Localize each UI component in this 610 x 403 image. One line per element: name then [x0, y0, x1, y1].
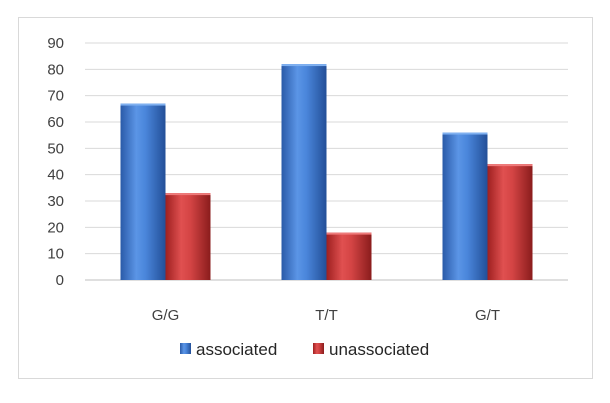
bar-top-highlight — [120, 103, 166, 106]
bar-unassociated-T-T — [326, 232, 372, 280]
y-tick-label: 30 — [47, 193, 64, 210]
bar-top-highlight — [281, 64, 327, 67]
bar-unassociated-G-G — [165, 193, 211, 280]
bar-top-highlight — [165, 193, 211, 196]
y-tick-label: 0 — [56, 272, 64, 289]
bar-top-highlight — [326, 232, 372, 235]
x-tick-label: T/T — [315, 307, 338, 324]
y-tick-label: 90 — [47, 35, 64, 52]
bar-associated-T-T — [281, 64, 327, 280]
y-tick-label: 60 — [47, 114, 64, 131]
y-tick-label: 70 — [47, 88, 64, 105]
legend-swatch-unassociated — [313, 343, 324, 354]
bar-top-highlight — [487, 164, 533, 167]
y-axis: 0 10 20 30 40 50 60 70 80 90 — [47, 35, 64, 289]
legend-label-unassociated: unassociated — [329, 340, 429, 359]
bar-associated-G-G — [120, 103, 166, 280]
legend-swatch-associated — [180, 343, 191, 354]
y-tick-label: 20 — [47, 219, 64, 236]
x-axis: G/G T/T G/T — [152, 307, 500, 324]
bar-top-highlight — [442, 132, 488, 135]
x-tick-label: G/G — [152, 307, 180, 324]
x-tick-label: G/T — [475, 307, 500, 324]
y-tick-label: 40 — [47, 167, 64, 184]
legend: associated unassociated — [180, 340, 429, 359]
y-tick-label: 50 — [47, 140, 64, 157]
bars — [120, 64, 533, 280]
y-tick-label: 10 — [47, 246, 64, 263]
legend-label-associated: associated — [196, 340, 277, 359]
y-tick-label: 80 — [47, 61, 64, 78]
bar-associated-G-T — [442, 132, 488, 280]
bar-unassociated-G-T — [487, 164, 533, 280]
